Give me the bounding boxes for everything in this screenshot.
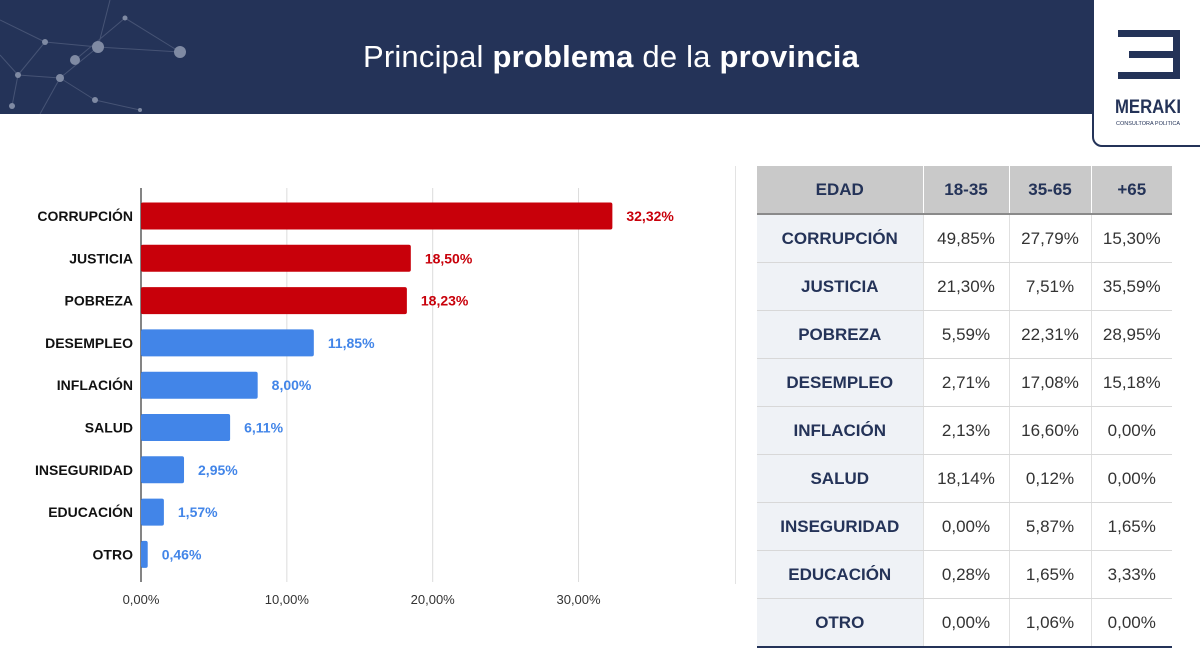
x-tick-label: 20,00% [411, 592, 456, 607]
cell-value: 5,59% [922, 310, 1009, 359]
header-65-plus: +65 [1090, 166, 1172, 215]
cell-value: 18,14% [922, 454, 1009, 503]
section-divider [735, 166, 736, 584]
x-tick-label: 10,00% [265, 592, 310, 607]
header-18-35: 18-35 [922, 166, 1009, 215]
table-row: OTRO 0,00% 1,06% 0,00% [757, 598, 1172, 648]
bar-chart: 0,00% 10,00% 20,00% 30,00% CORRUPCIÓN 32,32% J… [35, 188, 674, 607]
category-label: OTRO [93, 546, 134, 562]
row-label: JUSTICIA [757, 262, 923, 311]
category-label: JUSTICIA [69, 250, 133, 266]
value-label: 32,32% [626, 208, 674, 224]
cell-value: 17,08% [1008, 358, 1091, 407]
row-label: OTRO [757, 598, 923, 648]
cell-value: 0,12% [1008, 454, 1091, 503]
value-label: 8,00% [272, 377, 312, 393]
header-banner: Principal problema de la provincia [0, 0, 1200, 114]
category-label: INFLACIÓN [57, 376, 133, 393]
category-label: DESEMPLEO [45, 335, 133, 351]
cell-value: 5,87% [1008, 502, 1091, 551]
bar [141, 498, 164, 526]
cell-value: 2,71% [922, 358, 1009, 407]
table-row: DESEMPLEO 2,71% 17,08% 15,18% [757, 358, 1172, 407]
page-title: Principal problema de la provincia [362, 39, 860, 74]
network-graphic [0, 0, 186, 114]
bar [141, 329, 314, 357]
table-row: EDUCACIÓN 0,28% 1,65% 3,33% [757, 550, 1172, 599]
row-label: INSEGURIDAD [757, 502, 923, 551]
category-label: INSEGURIDAD [35, 462, 133, 478]
value-label: 2,95% [198, 462, 238, 478]
row-label: SALUD [757, 454, 923, 503]
cell-value: 22,31% [1008, 310, 1091, 359]
value-label: 18,50% [425, 250, 473, 266]
cell-value: 15,30% [1090, 214, 1172, 263]
cell-value: 35,59% [1090, 262, 1172, 311]
x-tick-label: 0,00% [123, 592, 160, 607]
cell-value: 0,00% [1090, 454, 1172, 503]
cell-value: 21,30% [922, 262, 1009, 311]
table-row: CORRUPCIÓN 49,85% 27,79% 15,30% [757, 214, 1172, 263]
logo-tagline: CONSULTORA POLITICA [1116, 121, 1180, 127]
value-label: 11,85% [328, 335, 375, 351]
x-tick-label: 30,00% [556, 592, 601, 607]
value-label: 1,57% [178, 504, 218, 520]
bar [141, 287, 407, 315]
logo-name: MERAKI [1115, 97, 1181, 118]
row-label: POBREZA [757, 310, 923, 359]
table-row: POBREZA 5,59% 22,31% 28,95% [757, 310, 1172, 359]
cell-value: 0,28% [922, 550, 1009, 599]
table-row: JUSTICIA 21,30% 7,51% 35,59% [757, 262, 1172, 311]
row-label: DESEMPLEO [757, 358, 923, 407]
cell-value: 15,18% [1090, 358, 1172, 407]
table-row: SALUD 18,14% 0,12% 0,00% [757, 454, 1172, 503]
age-breakdown-table: EDAD 18-35 35-65 +65 CORRUPCIÓN 49,85% 27,… [757, 166, 1172, 648]
table-row: INFLACIÓN 2,13% 16,60% 0,00% [757, 406, 1172, 455]
category-label: POBREZA [65, 293, 133, 309]
cell-value: 3,33% [1090, 550, 1172, 599]
bar [141, 456, 185, 484]
value-label: 18,23% [421, 293, 469, 309]
cell-value: 49,85% [922, 214, 1009, 263]
cell-value: 28,95% [1090, 310, 1172, 359]
cell-value: 0,00% [922, 502, 1009, 551]
bar [141, 371, 258, 399]
bar [141, 414, 231, 441]
table-row: INSEGURIDAD 0,00% 5,87% 1,65% [757, 502, 1172, 551]
cell-value: 7,51% [1008, 262, 1091, 311]
header-edad: EDAD [757, 166, 923, 215]
meraki-logo: MERAKI CONSULTORA POLITICA [1115, 30, 1181, 127]
header-35-65: 35-65 [1008, 166, 1091, 215]
value-label: 0,46% [162, 546, 202, 562]
category-label: SALUD [85, 420, 133, 436]
row-label: INFLACIÓN [757, 406, 923, 455]
cell-value: 16,60% [1008, 406, 1091, 455]
cell-value: 1,06% [1008, 598, 1091, 648]
category-label: CORRUPCIÓN [37, 207, 133, 224]
cell-value: 27,79% [1008, 214, 1091, 263]
table-header-row: EDAD 18-35 35-65 +65 [757, 166, 1172, 215]
cell-value: 1,65% [1090, 502, 1172, 551]
row-label: EDUCACIÓN [757, 550, 923, 599]
cell-value: 0,00% [1090, 406, 1172, 455]
cell-value: 0,00% [1090, 598, 1172, 648]
cell-value: 2,13% [922, 406, 1009, 455]
category-label: EDUCACIÓN [48, 503, 133, 520]
bar [141, 244, 411, 272]
bar [141, 202, 613, 230]
value-label: 6,11% [244, 420, 283, 436]
row-label: CORRUPCIÓN [757, 214, 923, 263]
cell-value: 1,65% [1008, 550, 1091, 599]
bar [141, 540, 148, 568]
cell-value: 0,00% [922, 598, 1009, 648]
